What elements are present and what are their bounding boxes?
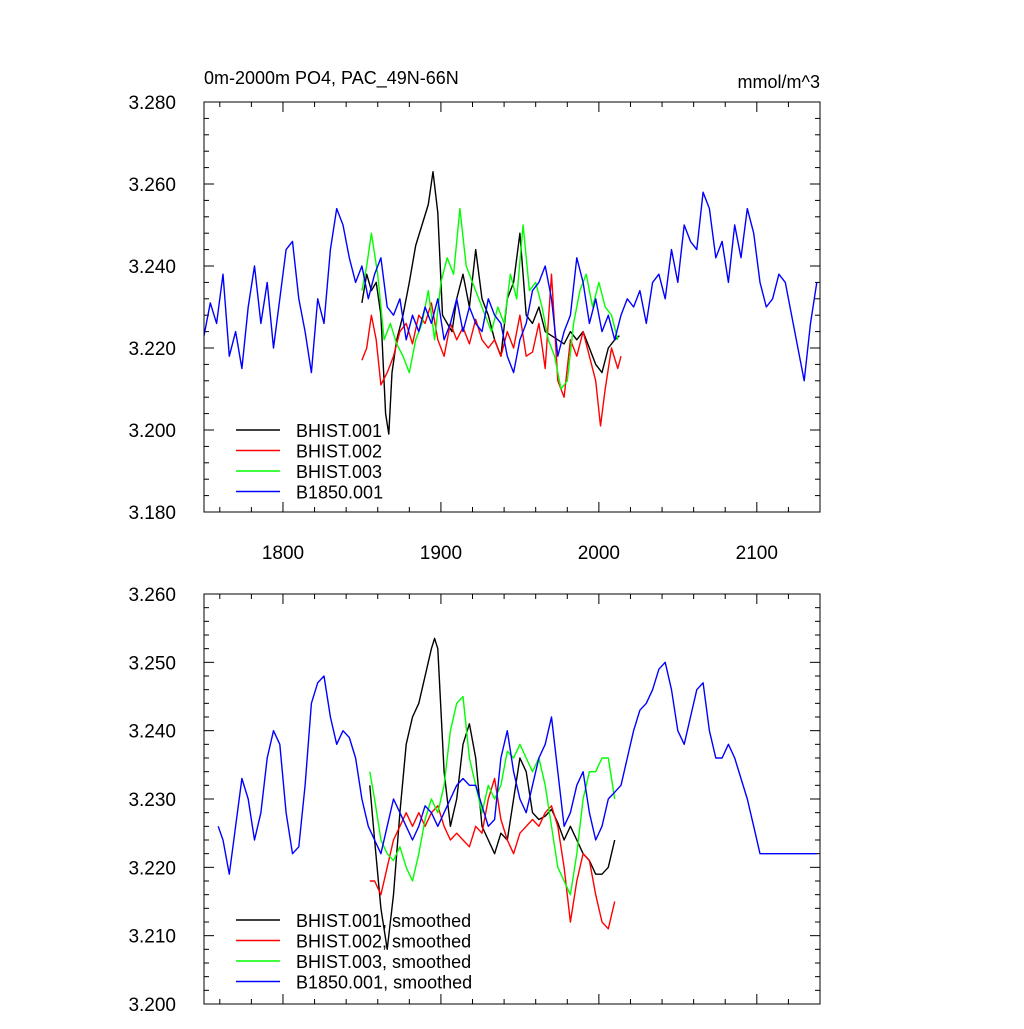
series-line-3 bbox=[369, 695, 616, 896]
y-tick-label: 3.260 bbox=[128, 585, 176, 606]
x-tick-label: 2100 bbox=[736, 543, 778, 564]
legend-label-1: BHIST.001 bbox=[296, 421, 382, 441]
legend-label-1: BHIST.001, smoothed bbox=[296, 911, 471, 931]
plot-frame bbox=[203, 101, 821, 513]
legend-label-2: BHIST.002 bbox=[296, 442, 382, 462]
x-tick-label: 2000 bbox=[578, 543, 620, 564]
y-tick-label: 3.240 bbox=[128, 722, 176, 743]
x-tick-label: 1900 bbox=[420, 543, 462, 564]
legend-label-4: B1850.001, smoothed bbox=[296, 973, 472, 993]
series-group bbox=[217, 637, 817, 950]
y-tick-label: 3.220 bbox=[128, 858, 176, 879]
plot-frame bbox=[203, 593, 821, 1005]
y-tick-label: 3.280 bbox=[128, 93, 176, 114]
y-tick-label: 3.200 bbox=[128, 421, 176, 442]
series-group bbox=[204, 170, 818, 435]
y-tick-label: 3.250 bbox=[128, 653, 176, 674]
x-tick-label: 1800 bbox=[262, 543, 304, 564]
series-line-1 bbox=[369, 637, 616, 950]
y-tick-label: 3.260 bbox=[128, 175, 176, 196]
series-line-1 bbox=[361, 170, 620, 435]
series-line-3 bbox=[361, 207, 619, 390]
y-tick-label: 3.220 bbox=[128, 339, 176, 360]
series-line-2 bbox=[361, 273, 622, 427]
y-tick-label: 3.180 bbox=[128, 503, 176, 524]
series-line-4 bbox=[217, 661, 817, 875]
legend-label-2: BHIST.002, smoothed bbox=[296, 932, 471, 952]
y-tick-label: 3.230 bbox=[128, 790, 176, 811]
chart-panel-1: 3.180 3.200 3.220 3.240 3.260 3.280 1800 1900 20… bbox=[128, 68, 821, 564]
units-label: mmol/m^3 bbox=[738, 72, 820, 92]
legend-label-3: BHIST.003 bbox=[296, 462, 382, 482]
legend-label-4: B1850.001 bbox=[296, 483, 383, 503]
y-tick-label: 3.240 bbox=[128, 257, 176, 278]
legend-label-3: BHIST.003, smoothed bbox=[296, 952, 471, 972]
chart-title: 0m-2000m PO4, PAC_49N-66N bbox=[204, 68, 459, 89]
series-line-2 bbox=[369, 777, 616, 930]
chart-panel-2: 3.2003.2103.2203.2303.2403.2503.26018001… bbox=[128, 585, 821, 1016]
y-tick-label: 3.200 bbox=[128, 995, 176, 1016]
series-line-4 bbox=[204, 191, 818, 382]
y-tick-label: 3.210 bbox=[128, 927, 176, 948]
